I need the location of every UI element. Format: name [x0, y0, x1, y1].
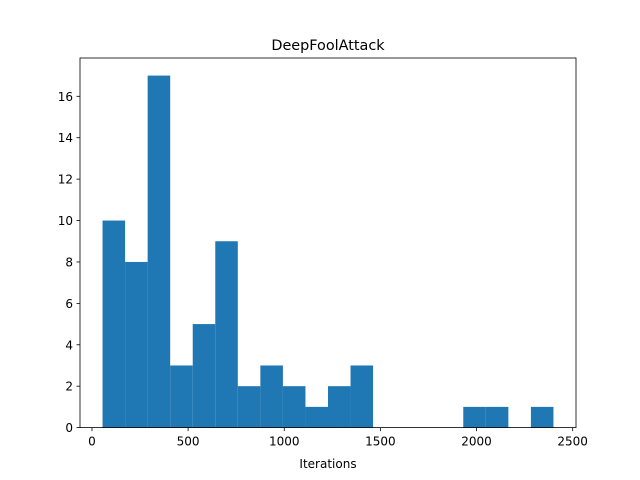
- x-axis-label: Iterations: [299, 457, 356, 471]
- histogram-bar: [282, 386, 306, 428]
- histogram-bar: [305, 406, 328, 428]
- histogram-bar: [237, 386, 261, 428]
- histogram-bar: [102, 220, 126, 428]
- histogram-bar: [328, 386, 351, 428]
- y-axis-ticks: 0 2 4 6 8 10 12 14 16: [58, 90, 80, 435]
- y-tick-label: 14: [58, 131, 73, 145]
- histogram-bar: [125, 261, 148, 428]
- x-tick-label: 500: [177, 435, 200, 449]
- y-tick-label: 4: [65, 338, 73, 352]
- x-tick-label: 2000: [461, 435, 492, 449]
- y-tick-label: 6: [65, 297, 73, 311]
- x-axis-ticks: 0 500 1000 1500 2000 2500: [88, 427, 588, 449]
- x-tick-label: 2500: [557, 435, 588, 449]
- y-tick-label: 2: [65, 380, 73, 394]
- y-tick-label: 0: [65, 421, 73, 435]
- histogram-bar: [147, 75, 171, 428]
- chart-title: DeepFoolAttack: [271, 38, 385, 54]
- histogram-bar: [170, 365, 193, 428]
- x-tick-label: 0: [88, 435, 96, 449]
- histogram-bar: [530, 406, 554, 428]
- x-tick-label: 1500: [365, 435, 396, 449]
- histogram-bar: [260, 365, 283, 428]
- y-tick-label: 16: [58, 90, 73, 104]
- histogram-bar: [463, 406, 486, 428]
- histogram-bar: [192, 324, 216, 428]
- y-tick-label: 8: [65, 255, 73, 269]
- y-tick-label: 10: [58, 214, 73, 228]
- histogram-bar: [350, 365, 374, 428]
- plot-frame: [79, 57, 577, 429]
- bars-group: [102, 75, 554, 428]
- y-tick-label: 12: [58, 173, 73, 187]
- histogram-bar: [485, 406, 509, 428]
- x-tick-label: 1000: [269, 435, 300, 449]
- histogram-bar: [215, 241, 238, 428]
